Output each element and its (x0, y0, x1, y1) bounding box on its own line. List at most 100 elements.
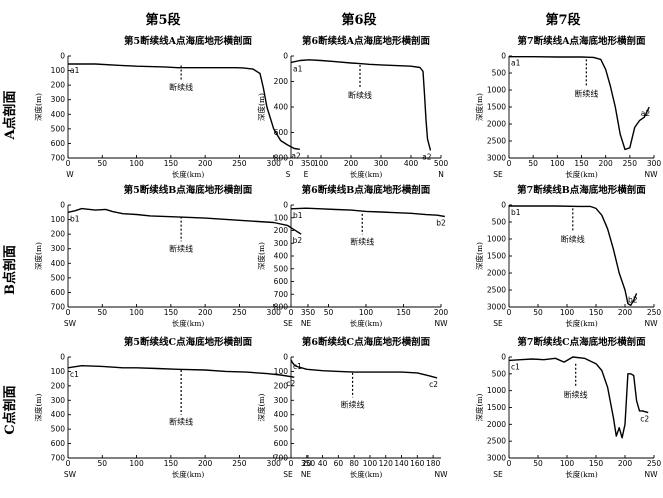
profile-end-label: c2 (640, 415, 649, 424)
x-tick-label: 100 (129, 459, 144, 468)
x-tick-label: 300 (267, 159, 282, 168)
y-tick-label: 600 (51, 139, 66, 148)
y-tick-label: 500 (274, 425, 289, 434)
direction-right: NE (301, 319, 312, 328)
break-line-label: 断续线 (169, 417, 193, 427)
y-tick-label: 400 (51, 110, 66, 119)
profile-start-label: b1 (293, 211, 303, 220)
y-tick-label: 400 (51, 410, 66, 419)
x-tick-label: 250 (647, 308, 662, 317)
y-tick-label: 3000 (487, 454, 506, 463)
y-axis-label: 深度(m) (474, 242, 484, 270)
svg-text:A点剖面: A点剖面 (2, 90, 18, 140)
y-tick-label: 2500 (487, 137, 506, 146)
panel-title: 第6断续线C点海底地形横剖面 (302, 336, 431, 348)
y-tick-label: 200 (274, 77, 289, 86)
x-tick-label: 0 (289, 459, 294, 468)
panel-title: 第7断续线A点海底地形横剖面 (518, 35, 646, 47)
x-tick-label: 0 (66, 459, 71, 468)
x-tick-label: 100 (560, 459, 575, 468)
break-line-label: 断续线 (341, 399, 365, 409)
panel-title: 第7断续线C点海底地形横剖面 (517, 336, 646, 348)
x-axis-label: 长度(km) (350, 318, 383, 328)
x-tick-label: 100 (550, 159, 565, 168)
y-tick-label: 200 (51, 230, 66, 239)
y-tick-label: 500 (492, 69, 507, 78)
row-title-3: C点剖面 (2, 385, 18, 434)
y-tick-label: 1000 (487, 386, 506, 395)
x-tick-label: 200 (618, 308, 633, 317)
x-tick-label: 200 (198, 308, 213, 317)
x-tick-label: 0 (507, 459, 512, 468)
x-tick-label: 150 (589, 459, 604, 468)
x-tick-label: 150 (164, 159, 179, 168)
y-tick-label: 400 (274, 410, 289, 419)
y-tick-label: 600 (51, 439, 66, 448)
profile-start-label: c1 (70, 370, 79, 379)
y-tick-label: 300 (274, 396, 289, 405)
x-tick-label: 180 (426, 459, 441, 468)
seabed-profile-line (509, 56, 650, 151)
profile-end-label: a2 (291, 151, 301, 160)
y-tick-label: 2000 (487, 269, 506, 278)
x-tick-label: 120 (379, 459, 394, 468)
y-tick-label: 3000 (487, 154, 506, 163)
x-tick-label: 250 (232, 459, 247, 468)
y-axis-label: 深度(m) (33, 393, 43, 421)
x-tick-label: 300 (267, 459, 282, 468)
y-tick-label: 0 (60, 52, 65, 61)
y-tick-label: 100 (51, 215, 66, 224)
x-tick-label: 200 (434, 308, 449, 317)
y-tick-label: 1500 (487, 252, 506, 261)
y-tick-label: 0 (283, 201, 288, 210)
y-tick-label: 500 (492, 369, 507, 378)
y-tick-label: 200 (51, 81, 66, 90)
x-tick-label: 400 (404, 159, 419, 168)
y-axis-label: 深度(m) (256, 242, 266, 270)
x-tick-label: 200 (618, 459, 633, 468)
profile-end-label: b2 (293, 236, 303, 245)
profile-start-label: b1 (70, 214, 80, 223)
x-tick-label: 300 (647, 159, 662, 168)
y-tick-label: 600 (274, 439, 289, 448)
y-tick-label: 1500 (487, 103, 506, 112)
break-line-label: 断续线 (574, 89, 598, 99)
x-tick-label: 100 (129, 308, 144, 317)
direction-left: SE (493, 470, 503, 479)
direction-right: N (438, 170, 444, 179)
y-tick-label: 500 (51, 124, 66, 133)
y-tick-label: 0 (501, 353, 506, 362)
x-axis-label: 长度(km) (172, 469, 205, 479)
x-tick-label: 200 (198, 459, 213, 468)
x-tick-label: 0 (66, 159, 71, 168)
profile-end-label: a2 (422, 152, 432, 161)
x-tick-label: 140 (394, 459, 409, 468)
panel-title: 第5断续线A点海底地形横剖面 (124, 35, 252, 47)
svg-text:B点剖面: B点剖面 (2, 245, 18, 295)
profile-end-label: b2 (436, 218, 446, 227)
x-tick-label: 50 (533, 459, 543, 468)
x-tick-label: 80 (349, 459, 359, 468)
direction-right: NW (644, 170, 658, 179)
y-tick-label: 500 (51, 273, 66, 282)
y-tick-label: 300 (51, 396, 66, 405)
x-tick-label: 500 (434, 159, 449, 168)
y-tick-label: 2500 (487, 286, 506, 295)
y-tick-label: 2000 (487, 120, 506, 129)
y-tick-label: 2000 (487, 420, 506, 429)
direction-left: SW (64, 319, 77, 328)
y-tick-label: 1500 (487, 403, 506, 412)
y-tick-label: 700 (51, 154, 66, 163)
y-tick-label: 700 (274, 454, 289, 463)
direction-right: NE (301, 470, 312, 479)
x-tick-label: 150 (589, 308, 604, 317)
break-line-label: 断续线 (348, 90, 372, 100)
y-tick-label: 100 (51, 367, 66, 376)
y-axis-label: 深度(m) (474, 393, 484, 421)
direction-left: W (66, 170, 74, 179)
y-tick-label: 700 (51, 454, 66, 463)
x-tick-label: 150 (574, 159, 589, 168)
column-title-1: 第5段 (145, 12, 180, 28)
